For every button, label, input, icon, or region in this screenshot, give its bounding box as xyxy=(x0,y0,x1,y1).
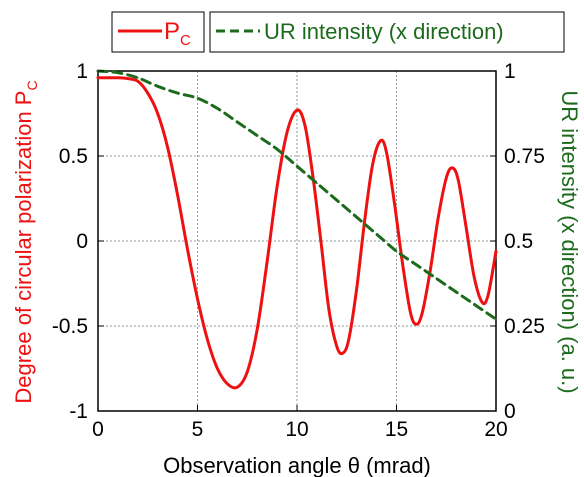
x-tick-label: 15 xyxy=(385,418,408,441)
data-point xyxy=(415,264,418,266)
data-point xyxy=(97,77,99,79)
x-tick-label: 20 xyxy=(484,418,507,441)
data-point xyxy=(176,194,179,196)
data-point xyxy=(495,318,497,321)
data-point xyxy=(421,311,424,314)
y-axis-left-label: Degree of circular polarization PC xyxy=(11,80,40,403)
data-point xyxy=(320,240,322,242)
data-point xyxy=(481,301,483,304)
data-point xyxy=(256,134,259,137)
data-point xyxy=(316,182,318,184)
data-point xyxy=(276,185,278,188)
data-point xyxy=(385,151,388,154)
data-point xyxy=(127,77,129,80)
y-left-tick-label: 1 xyxy=(76,60,88,83)
series-line-pc xyxy=(96,76,498,390)
data-point xyxy=(341,352,344,355)
data-point xyxy=(475,304,477,307)
data-point xyxy=(375,233,378,235)
data-point xyxy=(363,219,366,222)
y-right-tick-label: 0 xyxy=(504,400,516,423)
data-point xyxy=(186,248,189,251)
data-point xyxy=(435,277,438,280)
y-right-tick-label: 0.75 xyxy=(504,145,545,168)
data-point xyxy=(266,260,268,263)
data-point xyxy=(451,167,454,169)
data-point xyxy=(296,165,298,167)
legend-label-ur: UR intensity (x direction) xyxy=(264,19,504,44)
y-left-tick-label: -1 xyxy=(69,400,88,423)
data-point xyxy=(156,85,159,88)
data-point xyxy=(312,175,314,178)
data-point xyxy=(457,179,459,181)
data-point xyxy=(176,92,179,94)
x-tick-label: 0 xyxy=(92,418,104,441)
data-point xyxy=(495,250,497,252)
x-axis-label: Observation angle θ (mrad) xyxy=(163,453,431,477)
y-left-tick-label: 0 xyxy=(76,230,88,253)
data-point xyxy=(196,97,199,99)
data-point xyxy=(296,109,298,111)
data-point xyxy=(429,269,432,271)
data-point xyxy=(401,262,404,264)
data-point xyxy=(487,294,489,297)
data-point xyxy=(304,124,306,127)
data-point xyxy=(393,202,396,205)
y-right-tick-label: 0.5 xyxy=(504,230,533,253)
data-point xyxy=(445,177,448,179)
data-point xyxy=(146,92,149,94)
data-point xyxy=(236,386,239,389)
series-layer xyxy=(96,69,498,390)
data-point xyxy=(395,250,398,252)
legend-box-ur xyxy=(209,11,565,53)
legend: PC UR intensity (x direction) xyxy=(111,11,565,53)
data-point xyxy=(336,199,338,201)
data-point xyxy=(437,216,440,218)
data-point xyxy=(276,148,278,150)
data-point xyxy=(166,146,169,149)
data-point xyxy=(256,328,259,331)
data-point xyxy=(196,298,199,300)
data-point xyxy=(286,131,288,133)
data-point xyxy=(455,291,458,293)
data-point xyxy=(371,163,374,166)
y-left-tick-label: 0.5 xyxy=(59,145,88,168)
data-point xyxy=(137,77,139,79)
data-point xyxy=(236,121,239,123)
legend-label-pc: PC xyxy=(164,18,191,49)
data-point xyxy=(409,311,412,314)
data-point xyxy=(137,80,139,82)
data-point xyxy=(117,77,119,79)
data-point xyxy=(379,139,382,142)
data-point xyxy=(226,383,229,385)
grid-lines xyxy=(98,71,496,411)
y-right-tick-label: 1 xyxy=(504,60,516,83)
data-point xyxy=(328,308,330,310)
data-point xyxy=(216,367,219,370)
data-point xyxy=(355,216,358,218)
data-point xyxy=(206,338,209,341)
data-point xyxy=(216,107,219,110)
data-point xyxy=(156,112,159,115)
data-point xyxy=(336,345,338,348)
data-point xyxy=(347,338,350,341)
data-point xyxy=(117,71,119,74)
x-tick-label: 5 xyxy=(192,418,204,441)
y-right-tick-label: 0.25 xyxy=(504,315,545,338)
data-point xyxy=(465,226,467,229)
y-axis-right-label: UR intensity (x direction) (a. u.) xyxy=(557,90,582,393)
y-left-tick-label: -0.5 xyxy=(52,315,88,338)
x-tick-label: 10 xyxy=(285,418,308,441)
data-point xyxy=(415,323,418,326)
data-point xyxy=(355,287,358,290)
data-point xyxy=(246,371,249,373)
data-point xyxy=(473,275,475,278)
